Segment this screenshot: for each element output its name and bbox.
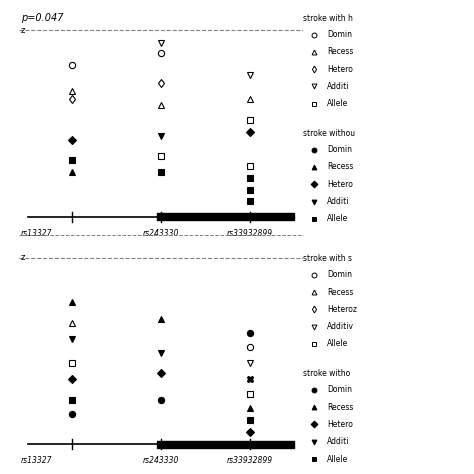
Text: Additi: Additi (327, 197, 350, 206)
Text: z: z (21, 26, 25, 35)
Text: z: z (21, 254, 25, 263)
Text: rs243330: rs243330 (143, 229, 179, 238)
Text: Hetero: Hetero (327, 420, 353, 429)
Text: stroke witho: stroke witho (303, 369, 351, 378)
Text: rs33932899: rs33932899 (227, 456, 273, 465)
Text: Heteroz: Heteroz (327, 305, 357, 314)
Text: Additi: Additi (327, 82, 350, 91)
Text: Additiv: Additiv (327, 322, 354, 331)
Text: stroke withou: stroke withou (303, 129, 356, 138)
Text: Hetero: Hetero (327, 180, 353, 189)
Text: Allele: Allele (327, 99, 348, 108)
Text: p=0.047: p=0.047 (21, 13, 63, 23)
Text: Domin: Domin (327, 30, 352, 39)
Text: rs13327: rs13327 (21, 456, 53, 465)
Text: Recess: Recess (327, 163, 354, 172)
Text: rs13327: rs13327 (21, 229, 53, 238)
Text: stroke with h: stroke with h (303, 14, 353, 23)
Text: Allele: Allele (327, 455, 348, 464)
Text: Allele: Allele (327, 339, 348, 348)
Text: stroke with s: stroke with s (303, 254, 352, 263)
Text: Hetero: Hetero (327, 64, 353, 73)
Text: Domin: Domin (327, 385, 352, 394)
Text: Recess: Recess (327, 403, 354, 412)
Text: Recess: Recess (327, 47, 354, 56)
Text: Allele: Allele (327, 214, 348, 223)
Text: Additi: Additi (327, 438, 350, 446)
Text: rs33932899: rs33932899 (227, 229, 273, 238)
Text: rs243330: rs243330 (143, 456, 179, 465)
Text: Domin: Domin (327, 145, 352, 154)
Text: Domin: Domin (327, 270, 352, 279)
Text: Recess: Recess (327, 288, 354, 297)
